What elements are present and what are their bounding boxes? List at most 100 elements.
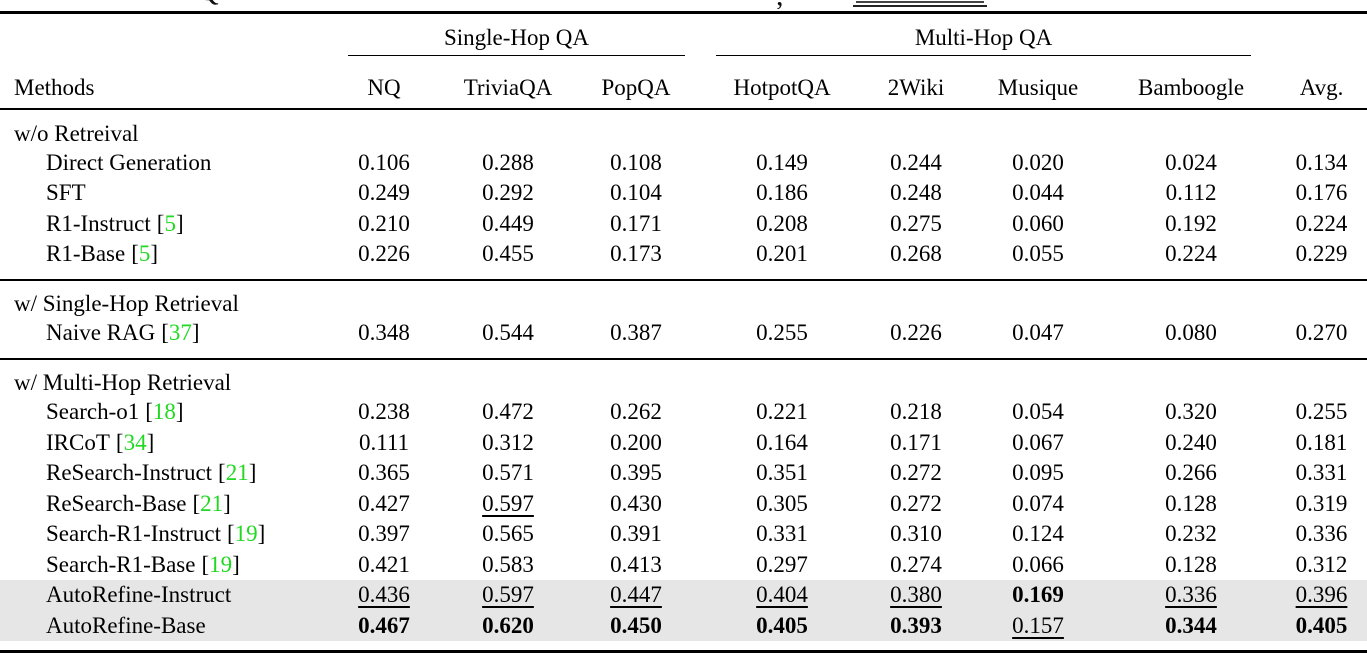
cell-popqa: 0.108 xyxy=(610,149,662,175)
results-table: Single-Hop QA Multi-Hop QA Methods NQ Tr… xyxy=(0,11,1367,653)
cell-popqa: 0.395 xyxy=(610,460,662,486)
method-label: Search-R1-Instruct xyxy=(46,521,221,547)
method-label: AutoRefine-Instruct xyxy=(46,582,232,608)
cell-musique: 0.157 xyxy=(970,610,1107,641)
cell-hotpotqa: 0.297 xyxy=(756,551,808,577)
group-header-empty xyxy=(0,13,322,57)
method-label: Naive RAG xyxy=(46,320,156,346)
method-cell: AutoRefine-Instruct xyxy=(0,580,322,611)
cell-musique: 0.055 xyxy=(1012,241,1064,267)
cell-2wiki: 0.380 xyxy=(862,580,971,611)
cell-nq: 0.421 xyxy=(358,551,410,577)
table-row: Direct Generation 0.106 0.288 0.108 0.14… xyxy=(0,148,1367,179)
cell-hotpotqa: 0.351 xyxy=(756,460,808,486)
cell-2wiki: 0.272 xyxy=(890,460,942,486)
cell-hotpotqa: 0.305 xyxy=(756,490,808,516)
cell-2wiki: 0.268 xyxy=(890,241,942,267)
cell-popqa: 0.171 xyxy=(610,210,662,236)
table-row: Search-o118 0.238 0.472 0.262 0.221 0.21… xyxy=(0,397,1367,428)
method-label: SFT xyxy=(46,180,86,206)
table-row: Search-R1-Instruct19 0.397 0.565 0.391 0… xyxy=(0,519,1367,550)
cell-avg: 0.176 xyxy=(1295,180,1348,206)
cell-nq: 0.436 xyxy=(322,580,446,611)
method-cell: ReSearch-Instruct21 xyxy=(0,458,322,489)
method-label: ReSearch-Base xyxy=(46,490,187,516)
section-multi-hop-retrieval: w/ Multi-Hop Retrieval Search-o118 0.238… xyxy=(0,359,1367,652)
cell-popqa: 0.391 xyxy=(610,521,662,547)
col-header-nq: NQ xyxy=(322,56,446,110)
cell-triviaqa: 0.455 xyxy=(482,241,534,267)
cell-nq: 0.249 xyxy=(358,180,410,206)
method-label: IRCoT xyxy=(46,429,110,455)
table-row: Naive RAG37 0.348 0.544 0.387 0.255 0.22… xyxy=(0,318,1367,349)
method-cell: Search-R1-Instruct19 xyxy=(0,519,322,550)
cell-2wiki: 0.248 xyxy=(890,180,942,206)
cell-popqa: 0.447 xyxy=(570,580,703,611)
cell-popqa: 0.450 xyxy=(570,610,703,641)
col-header-musique: Musique xyxy=(970,56,1107,110)
single-hop-qa-label: Single-Hop QA xyxy=(348,24,686,56)
section-divider xyxy=(0,269,1367,281)
cell-avg: 0.270 xyxy=(1295,320,1348,346)
cell-triviaqa: 0.544 xyxy=(482,320,534,346)
table-row: Search-R1-Base19 0.421 0.583 0.413 0.297… xyxy=(0,550,1367,581)
cell-nq: 0.427 xyxy=(358,490,410,516)
cell-musique: 0.124 xyxy=(1012,521,1064,547)
cell-popqa: 0.430 xyxy=(610,490,662,516)
cell-musique: 0.054 xyxy=(1012,399,1064,425)
cell-avg: 0.181 xyxy=(1295,429,1348,455)
cell-hotpotqa: 0.164 xyxy=(756,429,808,455)
cell-bamboogle: 0.128 xyxy=(1165,551,1217,577)
cell-musique: 0.095 xyxy=(1012,460,1064,486)
section-title-row: w/o Retreival xyxy=(0,109,1367,148)
cell-bamboogle: 0.232 xyxy=(1165,521,1217,547)
cell-avg: 0.405 xyxy=(1276,610,1367,641)
cell-musique: 0.044 xyxy=(1012,180,1064,206)
cell-popqa: 0.173 xyxy=(610,241,662,267)
citation-ref: 18 xyxy=(145,399,183,424)
column-header-row: Methods NQ TriviaQA PopQA HotpotQA 2Wiki… xyxy=(0,56,1367,110)
col-header-bamboogle: Bamboogle xyxy=(1106,56,1277,110)
table-row: IRCoT34 0.111 0.312 0.200 0.164 0.171 0.… xyxy=(0,428,1367,459)
cell-bamboogle: 0.240 xyxy=(1165,429,1217,455)
cell-nq: 0.365 xyxy=(358,460,410,486)
section-title: w/o Retreival xyxy=(14,120,139,146)
cell-bamboogle: 0.344 xyxy=(1106,610,1277,641)
table-row: R1-Base5 0.226 0.455 0.173 0.201 0.268 0… xyxy=(0,239,1367,270)
cell-triviaqa: 0.565 xyxy=(482,521,534,547)
method-label: Direct Generation xyxy=(46,149,212,175)
table-row: ReSearch-Instruct21 0.365 0.571 0.395 0.… xyxy=(0,458,1367,489)
cell-2wiki: 0.171 xyxy=(890,429,942,455)
cell-avg: 0.255 xyxy=(1295,399,1348,425)
cell-nq: 0.238 xyxy=(358,399,410,425)
cell-nq: 0.397 xyxy=(358,521,410,547)
col-header-2wiki: 2Wiki xyxy=(862,56,971,110)
cell-popqa: 0.387 xyxy=(610,320,662,346)
method-cell: SFT xyxy=(0,178,322,209)
table-row: R1-Instruct5 0.210 0.449 0.171 0.208 0.2… xyxy=(0,209,1367,240)
cell-hotpotqa: 0.186 xyxy=(756,180,808,206)
cell-triviaqa: 0.583 xyxy=(482,551,534,577)
method-cell: Search-o118 xyxy=(0,397,322,428)
cell-musique: 0.020 xyxy=(1012,149,1064,175)
cell-avg: 0.336 xyxy=(1295,521,1348,547)
cell-triviaqa: 0.449 xyxy=(482,210,534,236)
group-header-multi-hop: Multi-Hop QA xyxy=(702,13,1276,56)
cell-hotpotqa: 0.255 xyxy=(756,320,808,346)
table-row-autorefine-base: AutoRefine-Base 0.467 0.620 0.450 0.405 … xyxy=(0,610,1367,641)
cell-triviaqa: 0.472 xyxy=(482,399,534,425)
cell-bamboogle: 0.192 xyxy=(1165,210,1217,236)
section-title-row: w/ Single-Hop Retrieval xyxy=(0,280,1367,319)
cell-hotpotqa: 0.201 xyxy=(756,241,808,267)
method-label: Search-o1 xyxy=(46,399,140,425)
group-header-row: Single-Hop QA Multi-Hop QA xyxy=(0,13,1367,57)
cell-triviaqa: 0.292 xyxy=(482,180,534,206)
method-cell: AutoRefine-Base xyxy=(0,610,322,641)
cell-hotpotqa: 0.404 xyxy=(702,580,863,611)
cell-popqa: 0.262 xyxy=(610,399,662,425)
cell-musique: 0.067 xyxy=(1012,429,1064,455)
method-cell: Naive RAG37 xyxy=(0,318,322,349)
method-cell: Search-R1-Base19 xyxy=(0,550,322,581)
table-row: ReSearch-Base21 0.427 0.597 0.430 0.305 … xyxy=(0,489,1367,520)
